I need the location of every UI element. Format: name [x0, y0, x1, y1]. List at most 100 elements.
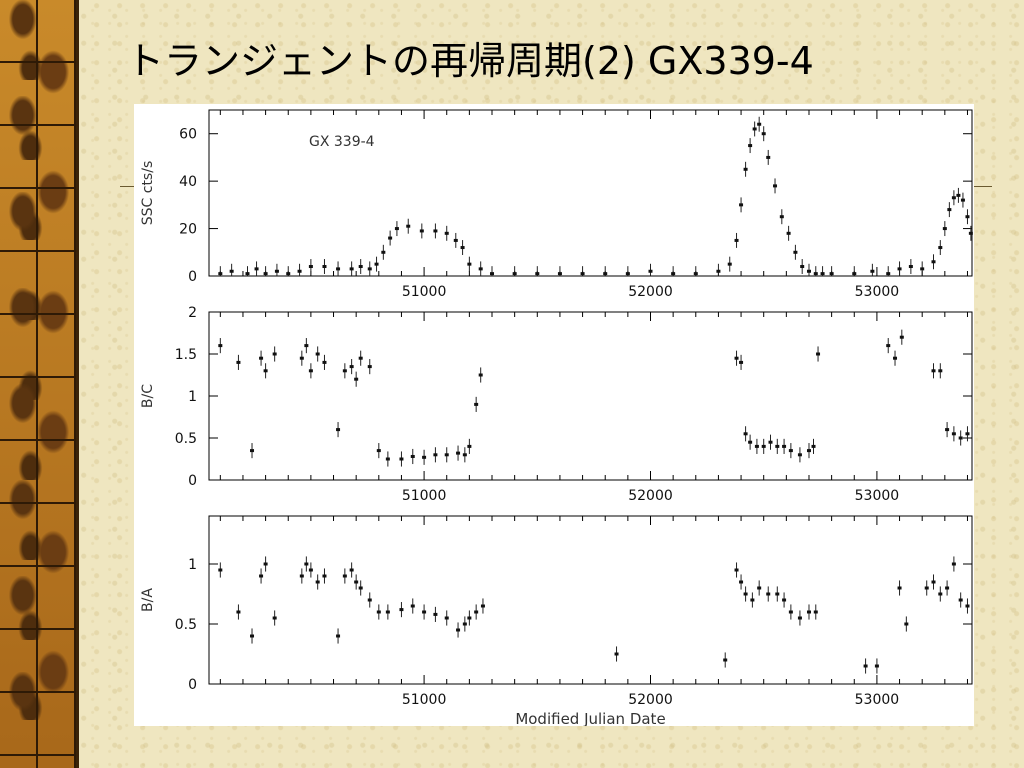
data-point [367, 598, 372, 602]
panel-frame [208, 515, 973, 685]
data-point [433, 612, 438, 616]
data-point [813, 610, 818, 614]
data-point [259, 356, 264, 360]
data-point [299, 574, 304, 578]
x-tick-label: 53000 [855, 488, 900, 504]
data-point [625, 272, 630, 276]
data-point [462, 622, 467, 626]
data-point [786, 231, 791, 235]
data-point [870, 269, 875, 273]
y-tick-label: 20 [179, 222, 197, 238]
data-point [739, 203, 744, 207]
data-point [229, 269, 234, 273]
data-point [743, 592, 748, 596]
data-point [250, 634, 255, 638]
data-point [750, 598, 755, 602]
data-point [761, 132, 766, 136]
data-point [236, 610, 241, 614]
data-point [358, 265, 363, 269]
x-tick-label: 53000 [855, 284, 900, 300]
data-point [752, 127, 757, 131]
data-point [671, 272, 676, 276]
x-tick-label: 51000 [402, 488, 447, 504]
panel-frame [208, 311, 973, 481]
chart-figure: 0 20 40 60 51000 52000 53000 SSC cts/s GX 339-4 0… [134, 104, 974, 728]
data-point [263, 562, 268, 566]
data-point [406, 224, 411, 228]
data-point [218, 568, 223, 572]
y-axis-label: B/A [140, 588, 156, 612]
data-point [766, 155, 771, 159]
y-tick-label: 40 [179, 174, 197, 190]
y-axis-label: SSC cts/s [140, 161, 156, 226]
data-point [782, 598, 787, 602]
data-point [852, 272, 857, 276]
data-point [478, 373, 483, 377]
data-point [800, 265, 805, 269]
data-point [580, 272, 585, 276]
y-tick-label: 0.5 [175, 617, 197, 633]
x-tick-label: 52000 [628, 488, 673, 504]
data-point [410, 604, 415, 608]
y-tick-label: 0 [188, 473, 197, 489]
data-point [951, 432, 956, 436]
data-point [336, 267, 341, 271]
data-point [467, 444, 472, 448]
data-point [603, 272, 608, 276]
data-point [388, 236, 393, 240]
data-point [444, 453, 449, 457]
decorative-line-right [974, 186, 992, 187]
data-point [739, 580, 744, 584]
data-point [806, 610, 811, 614]
data-point [614, 652, 619, 656]
data-point [775, 444, 780, 448]
data-point [734, 568, 739, 572]
data-point [299, 356, 304, 360]
data-point [942, 227, 947, 231]
data-point [766, 592, 771, 596]
y-tick-label: 0.5 [175, 431, 197, 447]
data-point [433, 229, 438, 233]
y-tick-label: 2 [188, 305, 197, 321]
data-point [968, 231, 973, 235]
data-point [433, 453, 438, 457]
data-point [263, 369, 268, 373]
data-point [816, 352, 821, 356]
x-axis-label: Modified Julian Date [515, 710, 665, 726]
data-point [958, 598, 963, 602]
data-point [272, 616, 277, 620]
data-point [304, 344, 309, 348]
data-point [354, 377, 359, 381]
data-point [419, 229, 424, 233]
data-point [648, 269, 653, 273]
data-point [797, 453, 802, 457]
data-point [945, 586, 950, 590]
data-point [456, 628, 461, 632]
data-point [308, 568, 313, 572]
data-point [358, 586, 363, 590]
data-point [336, 428, 341, 432]
data-point [806, 269, 811, 273]
x-tick-label: 52000 [628, 284, 673, 300]
data-point [748, 144, 753, 148]
data-point [376, 449, 381, 453]
data-point [467, 616, 472, 620]
y-tick-label: 0 [188, 677, 197, 693]
data-point [908, 265, 913, 269]
data-point [904, 622, 909, 626]
data-point [381, 250, 386, 254]
data-point [899, 335, 904, 339]
y-axis-label: B/C [140, 384, 156, 408]
data-point [263, 272, 268, 276]
data-point [394, 227, 399, 231]
data-point [748, 440, 753, 444]
data-point [218, 344, 223, 348]
data-point [286, 272, 291, 276]
data-point [422, 610, 427, 614]
data-point [813, 272, 818, 276]
data-point [739, 360, 744, 364]
data-point [788, 610, 793, 614]
data-point [385, 610, 390, 614]
data-point [938, 592, 943, 596]
data-point [960, 198, 965, 202]
